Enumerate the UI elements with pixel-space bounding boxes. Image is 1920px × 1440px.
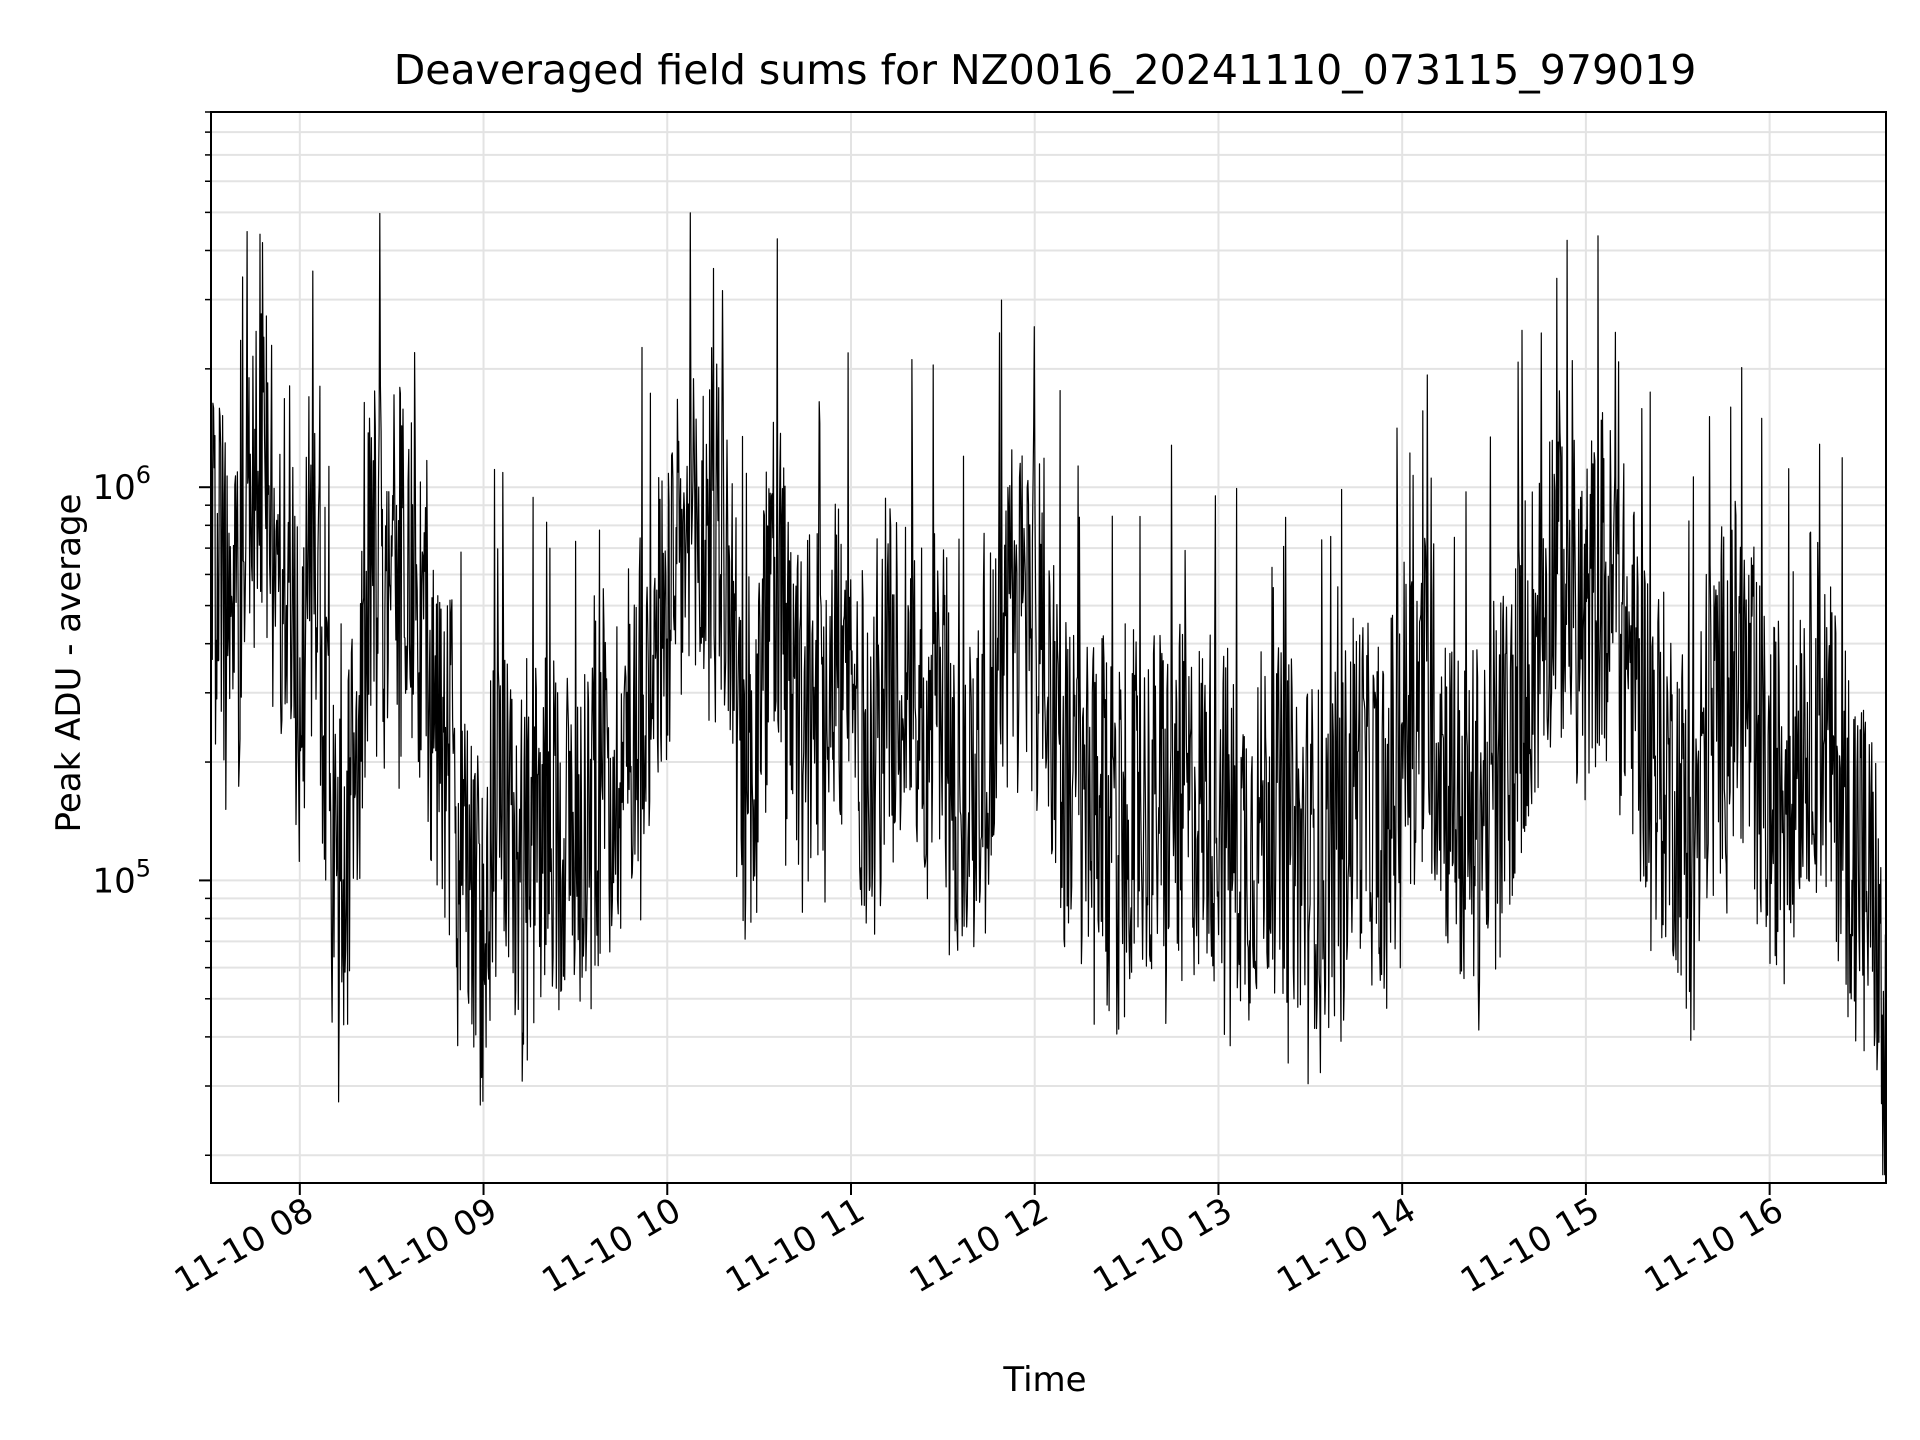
y-tick-label: 105 <box>92 854 151 901</box>
series-line <box>210 212 1887 1176</box>
y-tick-label-exponent: 6 <box>136 461 151 489</box>
series-layer <box>210 212 1887 1176</box>
y-tick-label-base: 10 <box>92 861 135 901</box>
y-axis-title: Peak ADU - average <box>49 494 89 833</box>
x-axis-title: Time <box>1002 1360 1086 1400</box>
plot-frame <box>210 111 1887 1184</box>
y-tick-label-base: 10 <box>92 468 135 508</box>
y-tick-label: 106 <box>92 461 151 508</box>
chart-title: Deaveraged field sums for NZ0016_2024111… <box>394 46 1697 94</box>
y-tick-label-exponent: 5 <box>136 854 151 882</box>
